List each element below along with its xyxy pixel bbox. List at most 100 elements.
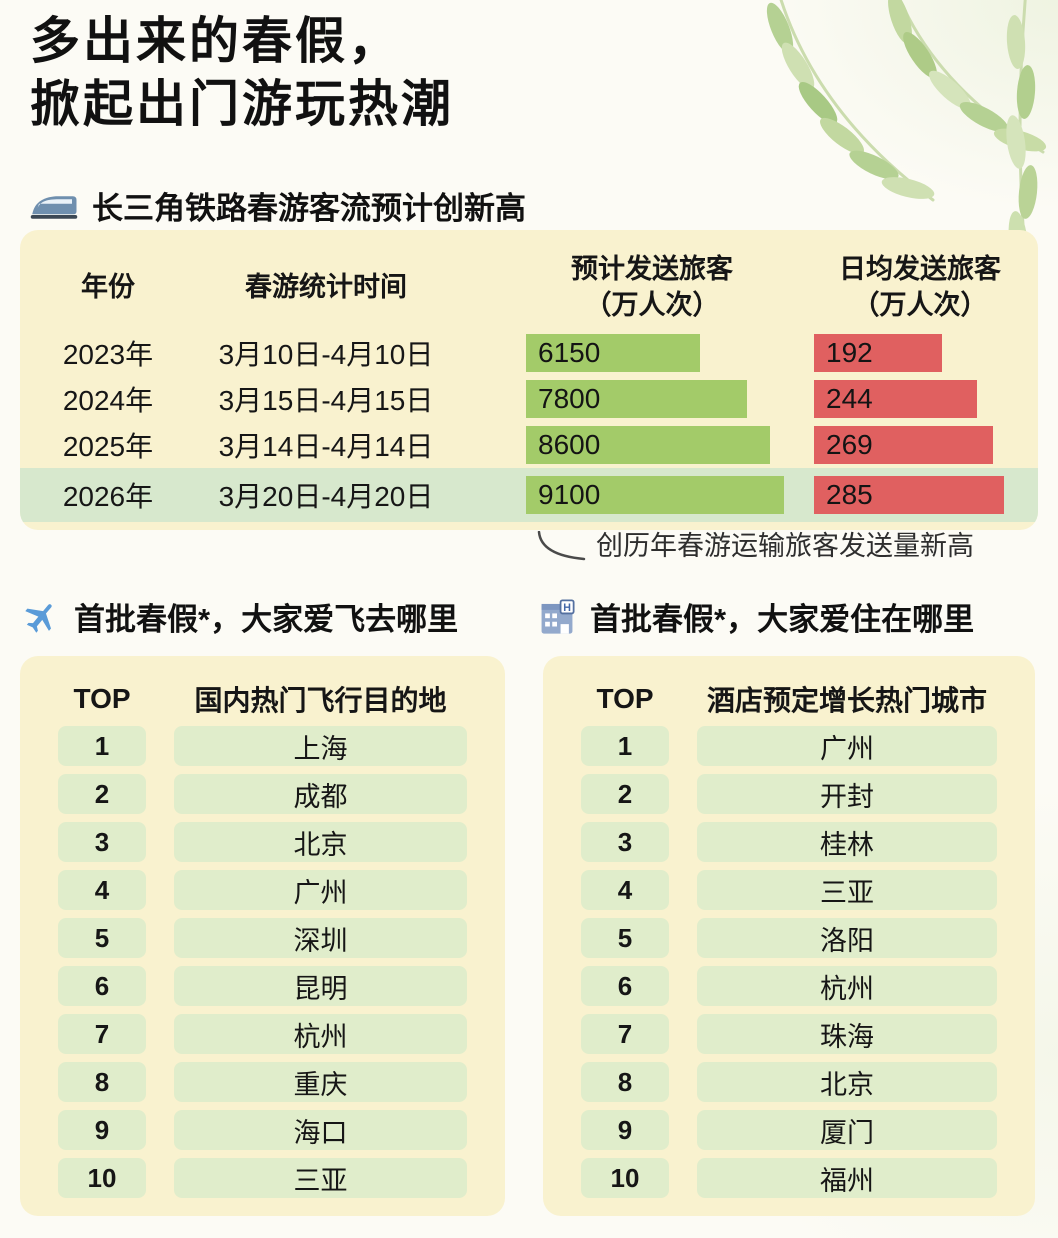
city-cell: 昆明	[174, 966, 467, 1006]
list-row: 9 海口	[20, 1110, 505, 1150]
city-cell: 北京	[174, 822, 467, 862]
railway-row: 2023年 3月10日-4月10日 6150 192	[20, 330, 1038, 376]
record-annotation-text: 创历年春游运输旅客发送量新高	[596, 531, 974, 561]
list-row: 7 杭州	[20, 1014, 505, 1054]
column-header-period: 春游统计时间	[245, 271, 407, 302]
city-cell: 广州	[174, 870, 467, 910]
list-row: 1 上海	[20, 726, 505, 766]
city-cell: 成都	[174, 774, 467, 814]
city-cell: 福州	[697, 1158, 997, 1198]
rank-cell: 5	[58, 918, 146, 958]
list-row: 9 厦门	[543, 1110, 1035, 1150]
list-row: 10 三亚	[20, 1158, 505, 1198]
expected-passengers-bar: 9100	[526, 476, 784, 514]
rank-cell: 9	[581, 1110, 669, 1150]
hotel-top10-card: TOP 酒店预定增长热门城市 1 广州 2 开封 3 桂林 4 三亚 5 洛阳 6 杭州 7 珠海 8 北京 9…	[543, 656, 1035, 1216]
list-row: 5 深圳	[20, 918, 505, 958]
period-cell: 3月14日-4月14日	[218, 431, 434, 462]
list-row: 3 北京	[20, 822, 505, 862]
city-cell: 北京	[697, 1062, 997, 1102]
railway-table-header: 年份 春游统计时间 预计发送旅客 （万人次） 日均发送旅客 （万人次）	[20, 244, 1038, 330]
column-header-daily: 日均发送旅客 （万人次）	[839, 253, 1001, 320]
railway-row: 2026年 3月20日-4月20日 9100 285	[20, 468, 1038, 522]
rank-cell: 3	[58, 822, 146, 862]
rank-cell: 6	[581, 966, 669, 1006]
flight-heading-label: 首批春假*，大家爱飞去哪里	[74, 602, 459, 637]
list-row: 10 福州	[543, 1158, 1035, 1198]
city-cell: 厦门	[697, 1110, 997, 1150]
flight-city-header: 国内热门飞行目的地	[194, 685, 447, 716]
hotel-heading-label: 首批春假*，大家爱住在哪里	[590, 602, 975, 637]
hotel-icon: H	[538, 598, 576, 636]
list-row: 8 重庆	[20, 1062, 505, 1102]
year-cell: 2025年	[62, 431, 154, 462]
svg-text:H: H	[563, 602, 571, 614]
list-row: 2 开封	[543, 774, 1035, 814]
rank-cell: 10	[581, 1158, 669, 1198]
hotel-rank-header: TOP	[596, 683, 654, 714]
list-row: 6 杭州	[543, 966, 1035, 1006]
train-icon	[30, 190, 78, 222]
rank-cell: 1	[581, 726, 669, 766]
page-title-line2: 掀起出门游玩热潮	[30, 76, 454, 132]
railway-heading-label: 长三角铁路春游客流预计创新高	[92, 191, 526, 226]
year-cell: 2023年	[62, 339, 154, 370]
column-header-year: 年份	[81, 271, 135, 302]
daily-passengers-bar: 269	[814, 426, 993, 464]
city-cell: 上海	[174, 726, 467, 766]
rank-cell: 5	[581, 918, 669, 958]
railway-section-heading: 长三角铁路春游客流预计创新高	[30, 183, 526, 228]
hotel-city-header: 酒店预定增长热门城市	[706, 685, 987, 716]
flight-section-heading: 首批春假*，大家爱飞去哪里	[22, 594, 458, 639]
city-cell: 深圳	[174, 918, 467, 958]
city-cell: 三亚	[697, 870, 997, 910]
hotel-list-header: TOP 酒店预定增长热门城市	[543, 672, 1035, 726]
expected-passengers-bar: 8600	[526, 426, 770, 464]
rank-cell: 1	[58, 726, 146, 766]
column-header-expected: 预计发送旅客 （万人次）	[571, 253, 733, 320]
rank-cell: 10	[58, 1158, 146, 1198]
year-cell: 2024年	[62, 385, 154, 416]
list-row: 4 三亚	[543, 870, 1035, 910]
city-cell: 三亚	[174, 1158, 467, 1198]
city-cell: 重庆	[174, 1062, 467, 1102]
list-row: 2 成都	[20, 774, 505, 814]
railway-row: 2024年 3月15日-4月15日 7800 244	[20, 376, 1038, 422]
daily-passengers-bar: 285	[814, 476, 1004, 514]
city-cell: 海口	[174, 1110, 467, 1150]
period-cell: 3月10日-4月10日	[218, 339, 434, 370]
city-cell: 开封	[697, 774, 997, 814]
airplane-icon	[14, 590, 68, 644]
rank-cell: 7	[581, 1014, 669, 1054]
daily-passengers-bar: 192	[814, 334, 942, 372]
rank-cell: 4	[581, 870, 669, 910]
list-row: 4 广州	[20, 870, 505, 910]
hotel-list-rows: 1 广州 2 开封 3 桂林 4 三亚 5 洛阳 6 杭州 7 珠海 8 北京 9 厦门 10 福州	[543, 726, 1035, 1198]
period-cell: 3月15日-4月15日	[218, 385, 434, 416]
list-row: 7 珠海	[543, 1014, 1035, 1054]
flight-rank-header: TOP	[73, 683, 131, 714]
rank-cell: 2	[58, 774, 146, 814]
page-title-line1: 多出来的春假，	[30, 13, 401, 69]
rank-cell: 2	[581, 774, 669, 814]
rank-cell: 8	[581, 1062, 669, 1102]
rank-cell: 7	[58, 1014, 146, 1054]
city-cell: 洛阳	[697, 918, 997, 958]
list-row: 8 北京	[543, 1062, 1035, 1102]
year-cell: 2026年	[62, 481, 154, 512]
flight-top10-card: TOP 国内热门飞行目的地 1 上海 2 成都 3 北京 4 广州 5 深圳 6 昆明 7 杭州 8 重庆 9 海…	[20, 656, 505, 1216]
record-annotation: 创历年春游运输旅客发送量新高	[534, 524, 974, 565]
city-cell: 广州	[697, 726, 997, 766]
list-row: 5 洛阳	[543, 918, 1035, 958]
rank-cell: 9	[58, 1110, 146, 1150]
railway-row: 2025年 3月14日-4月14日 8600 269	[20, 422, 1038, 468]
daily-passengers-bar: 244	[814, 380, 977, 418]
curved-arrow-icon	[537, 531, 586, 561]
page-title: 多出来的春假， 掀起出门游玩热潮	[30, 10, 454, 136]
rank-cell: 4	[58, 870, 146, 910]
railway-table-rows: 2023年 3月10日-4月10日 6150 192 2024年 3月15日-4月15日 7…	[20, 330, 1038, 522]
rank-cell: 3	[581, 822, 669, 862]
expected-passengers-bar: 6150	[526, 334, 700, 372]
list-row: 6 昆明	[20, 966, 505, 1006]
flight-list-rows: 1 上海 2 成都 3 北京 4 广州 5 深圳 6 昆明 7 杭州 8 重庆 9 海口 10 三亚	[20, 726, 505, 1198]
